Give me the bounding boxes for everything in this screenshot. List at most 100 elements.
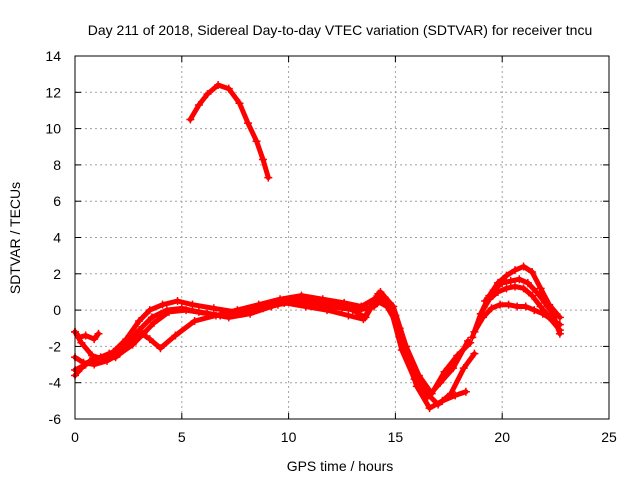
data-point <box>515 275 524 284</box>
x-axis-label: GPS time / hours <box>287 458 394 474</box>
data-point <box>164 307 173 316</box>
data-point <box>506 277 515 286</box>
data-point <box>555 329 564 338</box>
data-point <box>532 287 541 296</box>
data-point <box>77 338 86 347</box>
data-point <box>523 278 532 287</box>
data-point <box>459 364 468 373</box>
grid-lines <box>75 56 609 419</box>
y-tick-label: 8 <box>53 157 61 173</box>
data-point <box>297 291 306 300</box>
data-point <box>376 287 385 296</box>
y-tick-label: -2 <box>49 338 62 354</box>
data-point <box>98 355 107 364</box>
data-point <box>145 306 154 315</box>
data-point <box>555 313 564 322</box>
data-point <box>264 173 273 182</box>
data-point <box>79 358 88 367</box>
y-tick-label: 0 <box>53 302 61 318</box>
data-point <box>318 295 327 304</box>
data-point <box>470 327 479 336</box>
data-point <box>361 313 370 322</box>
data-point <box>502 284 511 293</box>
chart-title: Day 211 of 2018, Sidereal Day-to-day VTE… <box>88 22 592 38</box>
series-arc-high <box>186 81 273 182</box>
data-point <box>323 306 332 315</box>
y-axis-label: SDTVAR / TECUs <box>7 182 23 294</box>
data-point <box>233 306 242 315</box>
data-point <box>461 387 470 396</box>
data-point <box>536 284 545 293</box>
series-line <box>187 82 271 181</box>
data-point <box>150 318 159 327</box>
data-point <box>90 335 99 344</box>
x-tick-label: 15 <box>388 429 404 445</box>
data-point <box>513 302 522 311</box>
data-point <box>252 137 261 146</box>
data-point <box>453 351 462 360</box>
axis-ticks: -6 -4 -2 0 2 4 6 8 10 12 14 0 5 10 15 20 25 <box>45 48 617 445</box>
data-point <box>395 324 404 333</box>
data-point <box>209 304 218 313</box>
x-tick-label: 5 <box>178 429 186 445</box>
data-point <box>357 302 366 311</box>
data-point <box>340 298 349 307</box>
data-point <box>408 360 417 369</box>
data-point <box>88 351 97 360</box>
series-arc-9 <box>481 275 564 338</box>
data-point <box>90 360 99 369</box>
data-point <box>224 84 233 93</box>
data-point <box>135 327 144 336</box>
data-point <box>111 353 120 362</box>
data-point <box>519 284 528 293</box>
data-point <box>244 119 253 128</box>
data-point <box>397 346 406 355</box>
data-point <box>370 295 379 304</box>
data-point <box>481 297 490 306</box>
data-point <box>348 306 357 315</box>
data-point <box>540 298 549 307</box>
data-point <box>549 311 558 320</box>
y-tick-label: -4 <box>49 375 62 391</box>
data-point <box>246 309 255 318</box>
data-point <box>254 300 263 309</box>
data-point <box>511 266 520 275</box>
data-point <box>521 302 530 311</box>
data-point <box>258 155 267 164</box>
data-point <box>496 300 505 309</box>
data-point <box>470 349 479 358</box>
data-point <box>425 404 434 413</box>
series-arc-8 <box>470 300 564 336</box>
y-tick-label: 6 <box>53 193 61 209</box>
data-point <box>468 333 477 342</box>
data-point <box>519 262 528 271</box>
data-point <box>466 338 475 347</box>
y-tick-label: -6 <box>49 411 62 427</box>
data-point <box>194 101 203 110</box>
data-point <box>214 81 223 90</box>
data-point <box>538 309 547 318</box>
data-point <box>528 291 537 300</box>
data-point <box>173 297 182 306</box>
x-tick-label: 20 <box>494 429 510 445</box>
data-point <box>203 90 212 99</box>
data-point <box>536 302 545 311</box>
data-point <box>382 302 391 311</box>
y-tick-label: 2 <box>53 266 61 282</box>
data-point <box>190 316 199 325</box>
data-point <box>182 306 191 315</box>
data-point <box>124 342 133 351</box>
data-point <box>135 316 144 325</box>
data-point <box>511 282 520 291</box>
x-tick-label: 10 <box>281 429 297 445</box>
y-tick-label: 14 <box>45 48 61 64</box>
data-point <box>145 335 154 344</box>
data-point <box>504 300 513 309</box>
data-point <box>498 278 507 287</box>
data-point <box>434 400 443 409</box>
data-point <box>94 329 103 338</box>
data-point <box>276 295 285 304</box>
data-point <box>421 387 430 396</box>
